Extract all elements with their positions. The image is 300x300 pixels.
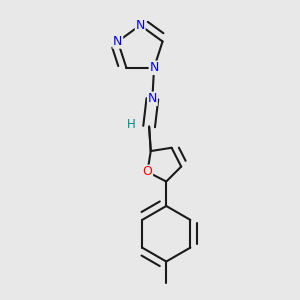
- Text: O: O: [142, 165, 152, 178]
- Text: N: N: [149, 61, 159, 74]
- Text: H: H: [127, 118, 136, 131]
- Text: N: N: [113, 35, 122, 48]
- Text: N: N: [148, 92, 157, 105]
- Text: N: N: [136, 19, 145, 32]
